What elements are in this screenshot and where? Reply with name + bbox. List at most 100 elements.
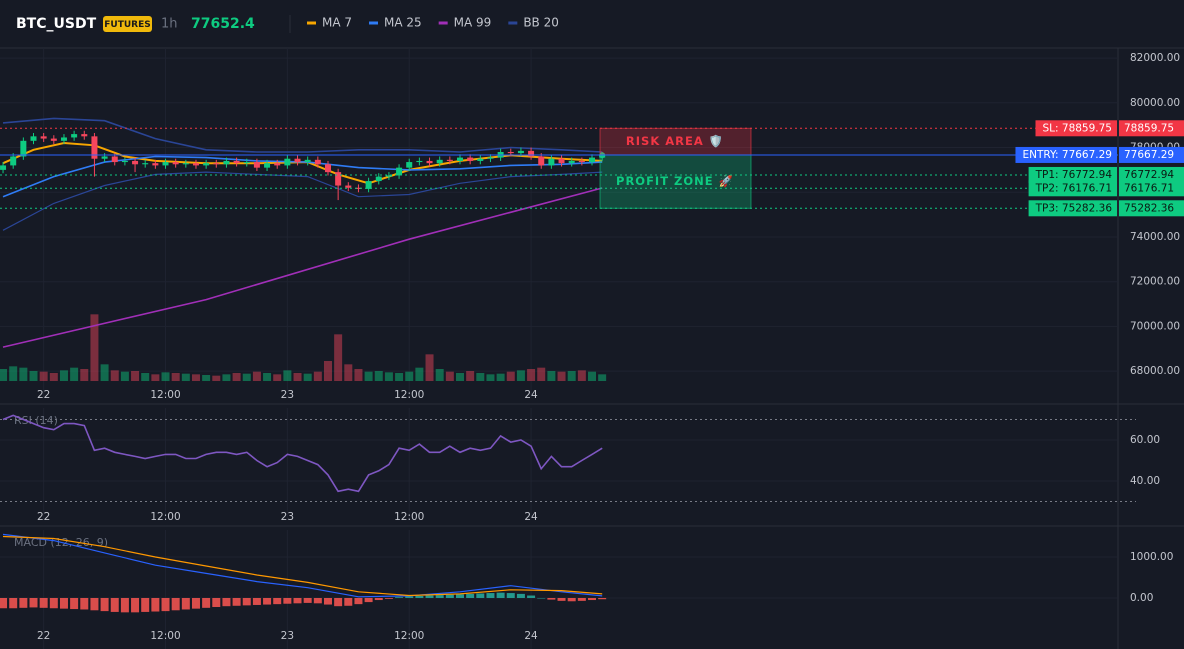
volume-bar — [131, 371, 140, 381]
histogram-bar — [486, 593, 495, 598]
histogram-bar — [252, 597, 261, 605]
candle-body — [223, 160, 230, 165]
volume-bar — [476, 373, 485, 381]
candle-body — [71, 134, 78, 138]
histogram-bar — [232, 597, 241, 606]
candle-body — [213, 163, 220, 165]
legend-label: MA 99 — [454, 16, 492, 30]
zone — [599, 127, 752, 156]
histogram-bar — [242, 597, 251, 606]
volume-bar — [395, 373, 404, 381]
volume-bar — [384, 372, 393, 381]
histogram-bar — [476, 593, 485, 598]
legend-label: MA 7 — [322, 16, 352, 30]
candle-body — [91, 136, 98, 159]
volume-bar — [100, 364, 109, 381]
histogram-bar — [364, 597, 373, 603]
level-tag: TP2: 76176.71 — [1035, 182, 1112, 194]
rsi-line — [2, 414, 603, 493]
histogram-bar — [283, 597, 292, 604]
indicator-line — [2, 141, 603, 185]
histogram-bar — [212, 597, 221, 608]
volume-bar — [344, 364, 353, 381]
candle-body — [314, 159, 321, 165]
histogram-bar — [181, 597, 190, 610]
histogram-bar — [537, 597, 546, 599]
badge-bg — [103, 16, 152, 32]
volume-bar — [598, 374, 607, 381]
histogram-bar — [445, 594, 454, 598]
volume-bar — [303, 373, 312, 381]
histogram-bar — [577, 597, 586, 601]
volume-bar — [80, 369, 89, 381]
histogram-bar — [19, 597, 28, 608]
price-tag-bg — [1119, 166, 1184, 183]
histogram-bar — [90, 597, 99, 611]
panel: 22 12:00 23 12:00 24 40.00 60.00 RSI (14) — [0, 408, 1160, 523]
volume-bar — [537, 367, 546, 381]
candle-body — [335, 172, 342, 186]
volume-bar — [466, 371, 475, 381]
volume-bar — [90, 314, 99, 381]
candle-body — [111, 156, 118, 163]
x-tick-label: 12:00 — [394, 511, 424, 523]
price-tag: 78859.75 — [1124, 122, 1174, 134]
volume-bar — [273, 374, 282, 381]
volume-bar — [59, 370, 68, 381]
volume-bar — [0, 369, 8, 381]
y-tick-label: 72000.00 — [1130, 276, 1180, 288]
candle-body — [142, 163, 149, 165]
candle-body — [30, 136, 37, 141]
histogram-bar — [384, 597, 393, 599]
interval: 1h — [161, 17, 178, 32]
candle-body — [284, 158, 291, 166]
candle-body — [578, 160, 585, 163]
badge: FUTURES — [104, 20, 150, 30]
histogram-bar — [293, 597, 302, 604]
price-tag-bg — [1119, 200, 1184, 217]
histogram-bar — [334, 597, 343, 607]
candle-body — [182, 163, 189, 165]
candle-body — [528, 150, 535, 157]
histogram-bar — [59, 597, 68, 609]
symbol: BTC_USDT — [16, 16, 97, 32]
histogram-bar — [496, 592, 505, 598]
histogram-bar — [466, 593, 475, 598]
histogram-bar — [344, 597, 353, 606]
level-tag: TP3: 75282.36 — [1035, 202, 1113, 214]
volume-bar — [181, 373, 190, 381]
histogram-bar — [313, 597, 322, 604]
volume-bar — [9, 366, 18, 381]
candle-body — [233, 160, 240, 164]
volume-bar — [313, 371, 322, 381]
level-tag-bg — [1028, 166, 1117, 183]
candle-body — [446, 159, 453, 161]
volume-bar — [252, 371, 261, 381]
candle-body — [487, 157, 494, 159]
volume-bar — [577, 370, 586, 381]
histogram-bar — [191, 597, 200, 609]
panel: 22 12:00 23 12:00 24 68000.00 70000.00 72000.00… — [0, 48, 1184, 401]
volume-bar — [455, 373, 464, 381]
histogram-bar — [303, 597, 312, 603]
indicator-line — [2, 171, 603, 231]
candle-body — [294, 158, 301, 163]
level-tag: TP1: 76772.94 — [1035, 169, 1113, 181]
histogram-bar — [425, 595, 434, 598]
indicator-line — [2, 117, 603, 153]
candle-body — [264, 163, 271, 168]
y-tick-label: 80000.00 — [1130, 97, 1180, 109]
volume-bar — [405, 371, 414, 381]
legend-label: BB 20 — [523, 16, 559, 30]
x-tick-label: 23 — [281, 511, 294, 523]
price-tag: 77667.29 — [1124, 149, 1174, 161]
y-tick-label: 82000.00 — [1130, 52, 1180, 64]
volume-bar — [141, 373, 150, 381]
volume-bar — [283, 370, 292, 381]
histogram-bar — [141, 597, 150, 612]
volume-bar — [557, 371, 566, 381]
histogram-bar — [323, 597, 332, 605]
candle-body — [507, 151, 514, 154]
